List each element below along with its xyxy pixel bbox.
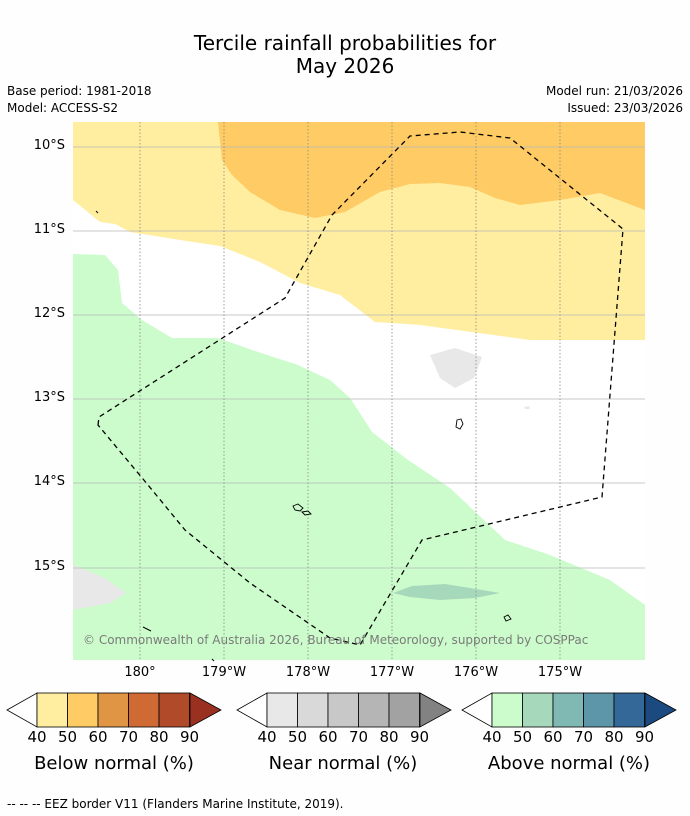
- near-normal-region-southwest: [73, 565, 126, 610]
- lat-label-15s: 15°S: [33, 559, 65, 574]
- colorbar-below-normal: [6, 692, 222, 728]
- copyright-notice: © Commonwealth of Australia 2026, Bureau…: [83, 633, 589, 647]
- below-colorbar-cell: [158, 692, 190, 728]
- near-tick-label: 60: [318, 728, 338, 746]
- below-tick-label: 40: [27, 728, 47, 746]
- above-tick-label: 40: [482, 728, 502, 746]
- base-period: Base period: 1981-2018: [7, 84, 152, 98]
- issued-date: Issued: 23/03/2026: [567, 101, 683, 115]
- above-colorbar-cell: [552, 692, 584, 728]
- below-colorbar-cell: [67, 692, 99, 728]
- above-colorbar-cell: [522, 692, 554, 728]
- below-colorbar-cell: [36, 692, 68, 728]
- below-over-arrow: [189, 692, 222, 728]
- lat-label-13s: 13°S: [33, 390, 65, 405]
- near-tick-label: 80: [379, 728, 399, 746]
- coast-mark-3: [211, 658, 215, 662]
- near-over-arrow: [419, 692, 452, 728]
- near-tick-label: 40: [257, 728, 277, 746]
- above-over-arrow: [644, 692, 677, 728]
- title-line-2: May 2026: [295, 54, 395, 78]
- below-colorbar-cell: [128, 692, 160, 728]
- grid-parallels: [73, 146, 645, 569]
- island-4: [503, 614, 512, 622]
- model-run-date: Model run: 21/03/2026: [545, 84, 683, 98]
- lat-label-10s: 10°S: [33, 138, 65, 153]
- lon-label-180: 180°: [124, 665, 156, 680]
- below-under-arrow: [6, 692, 38, 728]
- near-tick-label: 90: [409, 728, 430, 746]
- below-normal-label: Below normal (%): [34, 753, 194, 774]
- near-colorbar-cell: [388, 692, 420, 728]
- near-tick-label: 70: [348, 728, 369, 746]
- above-tick-label: 90: [634, 728, 655, 746]
- above-colorbar-cell: [491, 692, 523, 728]
- eez-border: [97, 131, 624, 646]
- colorbars: [6, 692, 677, 728]
- below-tick-label: 80: [149, 728, 169, 746]
- above-normal-50-region: [393, 584, 500, 600]
- lat-label-11s: 11°S: [33, 222, 65, 237]
- lon-label-178w: 178°W: [285, 665, 331, 680]
- lat-label-12s: 12°S: [33, 306, 65, 321]
- lon-label-177w: 177°W: [369, 665, 415, 680]
- near-tick-label: 50: [287, 728, 308, 746]
- near-normal-speck: [524, 406, 530, 409]
- above-tick-label: 80: [604, 728, 624, 746]
- above-normal-label: Above normal (%): [487, 753, 651, 774]
- above-tick-label: 60: [543, 728, 563, 746]
- above-under-arrow: [461, 692, 493, 728]
- below-normal-50-region: [218, 122, 645, 218]
- above-colorbar-cell: [613, 692, 645, 728]
- below-tick-label: 90: [179, 728, 200, 746]
- lon-label-179w: 179°W: [201, 665, 247, 680]
- coast-mark-1: [95, 210, 99, 214]
- near-colorbar-cell: [327, 692, 359, 728]
- near-colorbar-cell: [358, 692, 390, 728]
- below-colorbar-cell: [97, 692, 129, 728]
- above-tick-label: 50: [512, 728, 533, 746]
- above-tick-label: 70: [573, 728, 594, 746]
- island-3: [455, 418, 464, 430]
- below-tick-label: 50: [57, 728, 78, 746]
- lon-label-176w: 176°W: [453, 665, 499, 680]
- title-line-1: Tercile rainfall probabilities for: [193, 31, 497, 55]
- island-2: [301, 510, 312, 516]
- islands: [292, 418, 512, 622]
- above-colorbar-cell: [583, 692, 615, 728]
- below-tick-label: 60: [88, 728, 108, 746]
- model-name: Model: ACCESS-S2: [7, 101, 119, 115]
- eez-footnote: -- -- -- EEZ border V11 (Flanders Marine…: [7, 797, 344, 811]
- grid-meridians: [139, 122, 561, 660]
- near-colorbar-cell: [266, 692, 298, 728]
- lat-label-14s: 14°S: [33, 474, 65, 489]
- island-1: [292, 503, 304, 512]
- colorbar-near-normal: [236, 692, 452, 728]
- near-under-arrow: [236, 692, 268, 728]
- below-tick-label: 70: [118, 728, 139, 746]
- near-normal-label: Near normal (%): [268, 753, 418, 774]
- lon-label-175w: 175°W: [537, 665, 583, 680]
- colorbar-above-normal: [461, 692, 677, 728]
- above-normal-40-region: [73, 254, 645, 660]
- coast-mark-2: [142, 626, 152, 632]
- near-colorbar-cell: [297, 692, 329, 728]
- near-normal-region-east: [430, 348, 482, 388]
